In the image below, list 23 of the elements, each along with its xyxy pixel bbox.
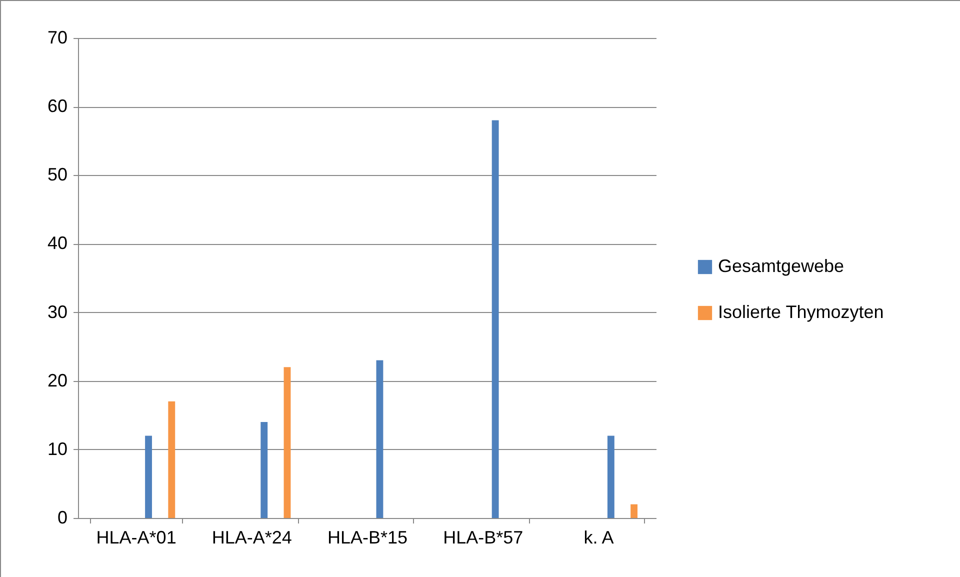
y-tick-label: 10	[47, 438, 68, 459]
x-tick-label: HLA-B*15	[327, 528, 408, 548]
bar	[630, 504, 638, 518]
y-tick-label: 30	[47, 302, 68, 322]
y-tick-label: 60	[47, 96, 68, 116]
x-tick-label: HLA-A*01	[96, 528, 176, 548]
y-tick-label: 0	[57, 508, 68, 528]
bar	[168, 401, 176, 518]
x-tick-label: k. A	[584, 528, 614, 548]
x-tick-label: HLA-B*57	[443, 528, 524, 548]
y-tick-label: 40	[47, 233, 68, 254]
bar	[284, 367, 291, 518]
x-tick-label: HLA-A*24	[212, 528, 292, 548]
legend-label: Isolierte Thymozyten	[718, 302, 884, 322]
y-tick-label: 70	[47, 28, 68, 48]
y-tick-label: 50	[47, 164, 68, 185]
legend-label: Gesamtgewebe	[718, 256, 844, 276]
bar	[492, 120, 499, 518]
bar	[260, 422, 268, 518]
bar	[607, 436, 614, 518]
bar	[145, 436, 152, 518]
bar	[376, 360, 384, 518]
y-tick-label: 20	[47, 370, 68, 390]
